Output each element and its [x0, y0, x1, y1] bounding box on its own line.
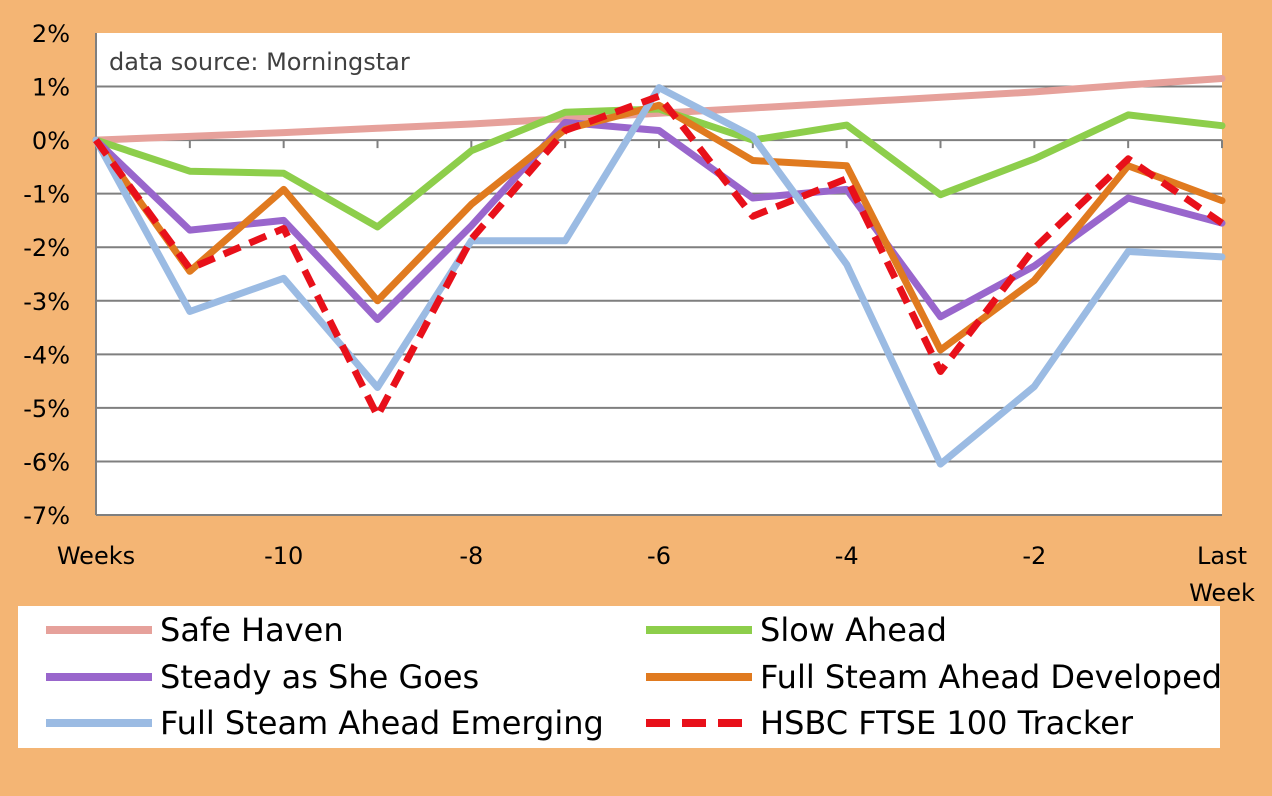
legend-label: Full Steam Ahead Emerging [160, 704, 604, 742]
series-line [92, 84, 1226, 468]
legend-item: Full Steam Ahead Developed [646, 654, 1222, 700]
line-chart: data source: Morningstar 2% 1% 0% -1% -2% -3%… [23, 20, 1255, 606]
y-tick-label: -7% [23, 502, 70, 530]
x-tick-label: Weeks [57, 542, 135, 570]
x-tick-label: -8 [459, 542, 483, 570]
legend-swatch [46, 719, 152, 727]
y-tick-label: -5% [23, 395, 70, 423]
x-tick-label: -10 [264, 542, 303, 570]
legend-swatch [46, 673, 152, 681]
y-tick-label: 2% [32, 20, 70, 48]
legend-label: HSBC FTSE 100 Tracker [760, 704, 1134, 742]
x-tick-label: -6 [647, 542, 671, 570]
legend-item: Steady as She Goes [46, 654, 479, 700]
series-line [92, 75, 1226, 144]
legend-item: Full Steam Ahead Emerging [46, 700, 604, 746]
series-line [92, 118, 1226, 323]
legend-swatch [46, 626, 152, 634]
chart-annotation: data source: Morningstar [109, 48, 410, 76]
x-tick-label: -4 [835, 542, 859, 570]
x-tick-label: -2 [1022, 542, 1046, 570]
legend-swatch [646, 626, 752, 634]
series-lines [92, 75, 1226, 468]
y-tick-label: -2% [23, 234, 70, 262]
x-axis-labels: Weeks -10 -8 -6 -4 -2 Last Week [57, 542, 1255, 606]
y-tick-label: -1% [23, 181, 70, 209]
y-tick-label: -4% [23, 341, 70, 369]
legend-item: HSBC FTSE 100 Tracker [646, 700, 1133, 746]
legend: Safe Haven Slow Ahead Steady as She Goes… [18, 606, 1222, 748]
legend-item: Slow Ahead [646, 607, 947, 653]
y-tick-label: 0% [32, 127, 70, 155]
y-axis-labels: 2% 1% 0% -1% -2% -3% -4% -5% -6% -7% [23, 20, 70, 530]
x-tick-label: Last Week [1189, 542, 1255, 606]
series-line [92, 101, 1226, 354]
legend-swatch [646, 673, 752, 681]
legend-item: Safe Haven [46, 607, 344, 653]
series-line [93, 92, 1224, 420]
y-tick-label: 1% [32, 74, 70, 102]
legend-label: Safe Haven [160, 611, 344, 649]
legend-label: Full Steam Ahead Developed [760, 658, 1223, 696]
legend-label: Steady as She Goes [160, 658, 480, 696]
legend-label: Slow Ahead [760, 611, 947, 649]
legend-swatch [646, 719, 752, 727]
y-tick-label: -3% [23, 288, 70, 316]
y-tick-label: -6% [23, 448, 70, 476]
